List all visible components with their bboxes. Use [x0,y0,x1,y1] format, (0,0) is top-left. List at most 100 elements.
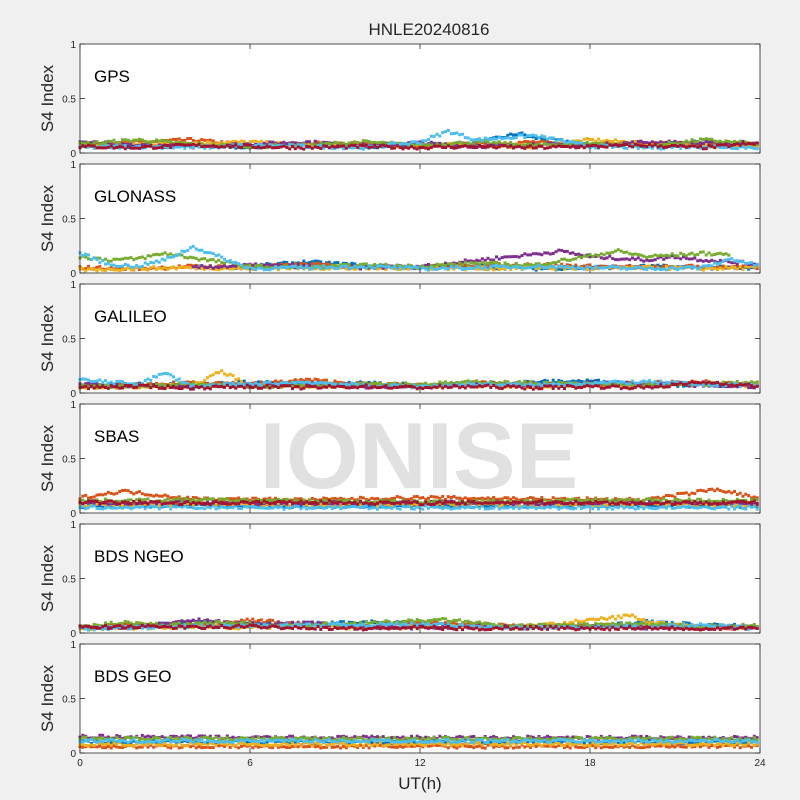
data-point [574,383,578,387]
data-point [744,140,748,144]
data-point [724,139,728,143]
data-point [656,385,660,389]
data-point [203,144,207,148]
data-point [580,144,583,148]
data-point [492,260,496,264]
data-point [631,140,634,144]
data-point [633,139,637,143]
data-point [310,260,314,264]
data-point [259,383,263,387]
data-point [200,145,204,149]
data-point [237,145,241,149]
data-point [478,137,481,141]
data-point [676,266,680,270]
data-point [611,139,615,143]
data-point [449,262,453,266]
data-point [268,145,272,149]
data-point [461,380,464,384]
data-point [472,385,476,389]
data-point [299,265,303,269]
data-point [191,387,195,391]
data-point [180,141,184,145]
data-point [667,381,671,385]
data-point [186,256,190,260]
data-point [713,139,717,143]
data-point [203,265,207,269]
data-point [497,383,501,387]
data-point [512,136,515,140]
data-point [186,263,190,267]
data-point [645,380,649,384]
data-point [721,146,725,150]
data-point [500,383,504,387]
data-point [95,379,99,383]
data-point [486,383,490,387]
data-point [622,144,626,148]
data-point [336,261,340,265]
data-point [438,141,442,145]
data-point [299,505,303,509]
data-point [361,144,365,148]
data-point [288,147,292,151]
data-point [180,380,184,384]
data-point [163,387,167,391]
data-point [143,379,147,383]
data-point [636,265,640,269]
data-point [463,263,467,267]
data-point [548,262,552,265]
data-point [135,385,139,389]
data-point [444,384,447,388]
data-point [132,265,136,269]
data-point [186,503,190,507]
data-point [503,136,507,140]
data-point [563,384,566,388]
data-point [755,141,759,145]
data-point [735,147,739,151]
data-point [461,385,464,389]
data-point [696,142,700,146]
data-point [378,381,382,385]
data-point [441,386,445,390]
data-point [622,384,626,388]
data-point [735,145,739,149]
data-point [475,142,479,146]
data-point [163,139,167,143]
data-point [180,387,184,390]
data-point [101,268,105,272]
data-point [741,383,745,387]
data-point [710,384,714,388]
data-point [611,257,615,261]
data-point [452,146,456,150]
data-point [693,381,697,385]
data-point [429,267,433,271]
data-point [546,137,549,141]
data-point [104,379,107,383]
data-point [174,386,178,390]
data-point [563,267,566,271]
data-point [169,266,173,270]
data-point [225,140,229,144]
data-point [483,258,487,262]
data-point [602,253,606,257]
data-point [701,259,705,263]
data-point [310,379,314,383]
data-point [282,381,286,385]
data-point [143,143,147,147]
data-point [738,139,742,143]
data-point [257,383,260,386]
data-point [353,140,357,144]
data-point [531,133,535,137]
data-point [750,262,753,266]
data-point [540,134,544,138]
data-point [106,145,110,149]
data-point [129,142,133,146]
data-point [228,140,232,144]
data-point [412,143,416,147]
data-point [670,254,674,258]
data-point [733,266,736,269]
data-point [631,267,634,270]
data-point [92,380,96,383]
data-point [223,257,226,261]
data-point [648,255,651,259]
data-point [121,382,124,386]
